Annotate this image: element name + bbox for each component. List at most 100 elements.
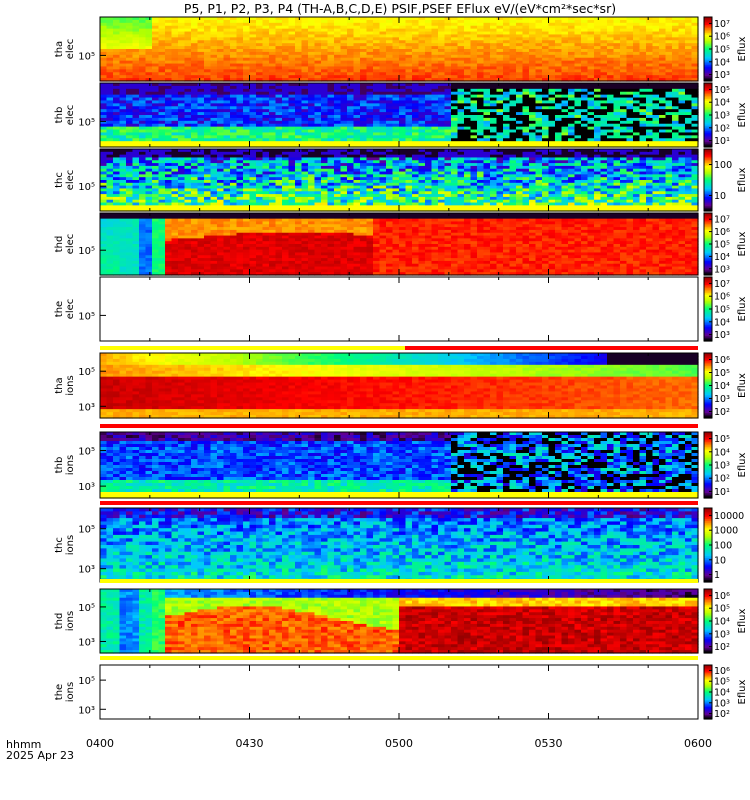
colorbar-tick-label: 10⁶ [714, 355, 730, 366]
colorbar-label: Eflux [737, 373, 748, 398]
x-tick-label: 0600 [684, 737, 712, 750]
colorbar-tick-label: 10⁴ [714, 688, 730, 699]
colorbar-tick-label: 10⁴ [714, 317, 730, 328]
y-tick-label: 10⁵ [78, 246, 95, 257]
colorbar-tick-label: 10⁵ [714, 85, 730, 96]
colorbar-tick-label: 10⁶ [714, 666, 730, 677]
colorbar-tick-label: 1000 [714, 526, 738, 537]
colorbar-label: Eflux [737, 452, 748, 477]
colorbar-tick-label: 10³ [714, 70, 730, 81]
colorbar-tick-label: 10⁵ [714, 45, 730, 56]
panel-species-label: elec [65, 39, 76, 60]
x-tick-label: 0530 [534, 737, 563, 750]
panel-species-label: elec [65, 105, 76, 126]
panel-probe-label: thb [54, 457, 65, 474]
panel-species-label: elec [65, 234, 76, 255]
colorbar-tick-label: 10⁴ [714, 98, 730, 109]
colorbar-tick-label: 10² [714, 642, 730, 653]
colorbar-tick-label: 10⁴ [714, 57, 730, 68]
y-tick-label: 10³ [78, 482, 95, 493]
flag-bar [100, 656, 698, 660]
panel-probe-label: tha [54, 377, 65, 393]
colorbar-tick-label: 10⁵ [714, 305, 730, 316]
figure-title: P5, P1, P2, P3, P4 (TH-A,B,C,D,E) PSIF,P… [183, 1, 617, 16]
colorbar-tick-label: 10³ [714, 461, 730, 472]
colorbar-tick-label: 10⁶ [714, 227, 730, 238]
panel-probe-label: tha [54, 41, 65, 57]
colorbar-tick-label: 10³ [714, 111, 730, 122]
colorbar-tick-label: 10000 [714, 511, 744, 522]
colorbar-label: Eflux [737, 231, 748, 256]
panel-species-label: ions [65, 611, 76, 631]
flag-bar [100, 579, 698, 583]
colorbar-tick-label: 10⁵ [714, 604, 730, 615]
colorbar-tick-label: 100 [714, 541, 732, 552]
x-tick-label: 0430 [235, 737, 264, 750]
colorbar-tick-label: 10⁶ [714, 591, 730, 602]
colorbar-label: Eflux [737, 102, 748, 127]
y-tick-label: 10³ [78, 402, 95, 413]
colorbar-tick-label: 10⁴ [714, 447, 730, 458]
colorbar-tick-label: 10⁷ [714, 279, 730, 290]
panel-probe-label: thd [54, 613, 65, 630]
y-tick-label: 10³ [78, 637, 95, 648]
y-tick-label: 10⁵ [78, 117, 95, 128]
colorbar-tick-label: 10⁷ [714, 215, 730, 226]
y-tick-label: 10⁵ [78, 676, 95, 687]
colorbar-label: Eflux [737, 36, 748, 61]
colorbar-label: Eflux [737, 167, 748, 192]
colorbar-tick-label: 10⁴ [714, 252, 730, 263]
colorbar-tick-label: 10⁵ [714, 240, 730, 251]
colorbar-label: Eflux [737, 296, 748, 321]
colorbar-tick-label: 10³ [714, 330, 730, 341]
y-tick-label: 10⁵ [78, 182, 95, 193]
colorbar-tick-label: 10 [714, 555, 726, 566]
colorbar-tick-label: 10³ [714, 394, 730, 405]
y-tick-label: 10³ [78, 565, 95, 576]
colorbar-tick-label: 10⁵ [714, 677, 730, 688]
panel-thc-elec: thc elec 10⁵ 10 100 Eflux [54, 148, 748, 212]
y-tick-label: 10⁵ [78, 51, 95, 62]
panel-frame [99, 276, 699, 342]
colorbar-label: Eflux [737, 608, 748, 633]
y-tick-label: 10⁵ [78, 525, 95, 536]
colorbar-tick-label: 10 [714, 191, 726, 202]
colorbar-tick-label: 10⁵ [714, 434, 730, 445]
flag-bar [100, 501, 698, 505]
y-tick-label: 10³ [78, 705, 95, 716]
panel-species-label: ions [65, 375, 76, 395]
panel-species-label: ions [65, 682, 76, 702]
colorbar: 1 10 100 1000 10000 [703, 507, 744, 583]
y-tick-label: 10⁵ [78, 311, 95, 322]
panel-probe-label: the [54, 684, 65, 700]
panel-probe-label: thb [54, 107, 65, 124]
colorbar-tick-label: 10⁵ [714, 368, 730, 379]
flag-bar [100, 424, 698, 428]
colorbar-tick-label: 10⁴ [714, 617, 730, 628]
panel-probe-label: thc [54, 537, 65, 553]
colorbar-tick-label: 10⁷ [714, 19, 730, 30]
panel-species-label: ions [65, 535, 76, 555]
panel-probe-label: thc [54, 172, 65, 188]
panel-species-label: elec [65, 170, 76, 191]
panel-species-label: ions [65, 455, 76, 475]
x-tick-label: 0400 [86, 737, 114, 750]
flag-bar [404, 346, 698, 350]
colorbar-tick-label: 10³ [714, 629, 730, 640]
colorbar-tick-label: 10² [714, 407, 730, 418]
colorbar-tick-label: 10¹ [714, 487, 730, 498]
colorbar-tick-label: 10³ [714, 264, 730, 275]
